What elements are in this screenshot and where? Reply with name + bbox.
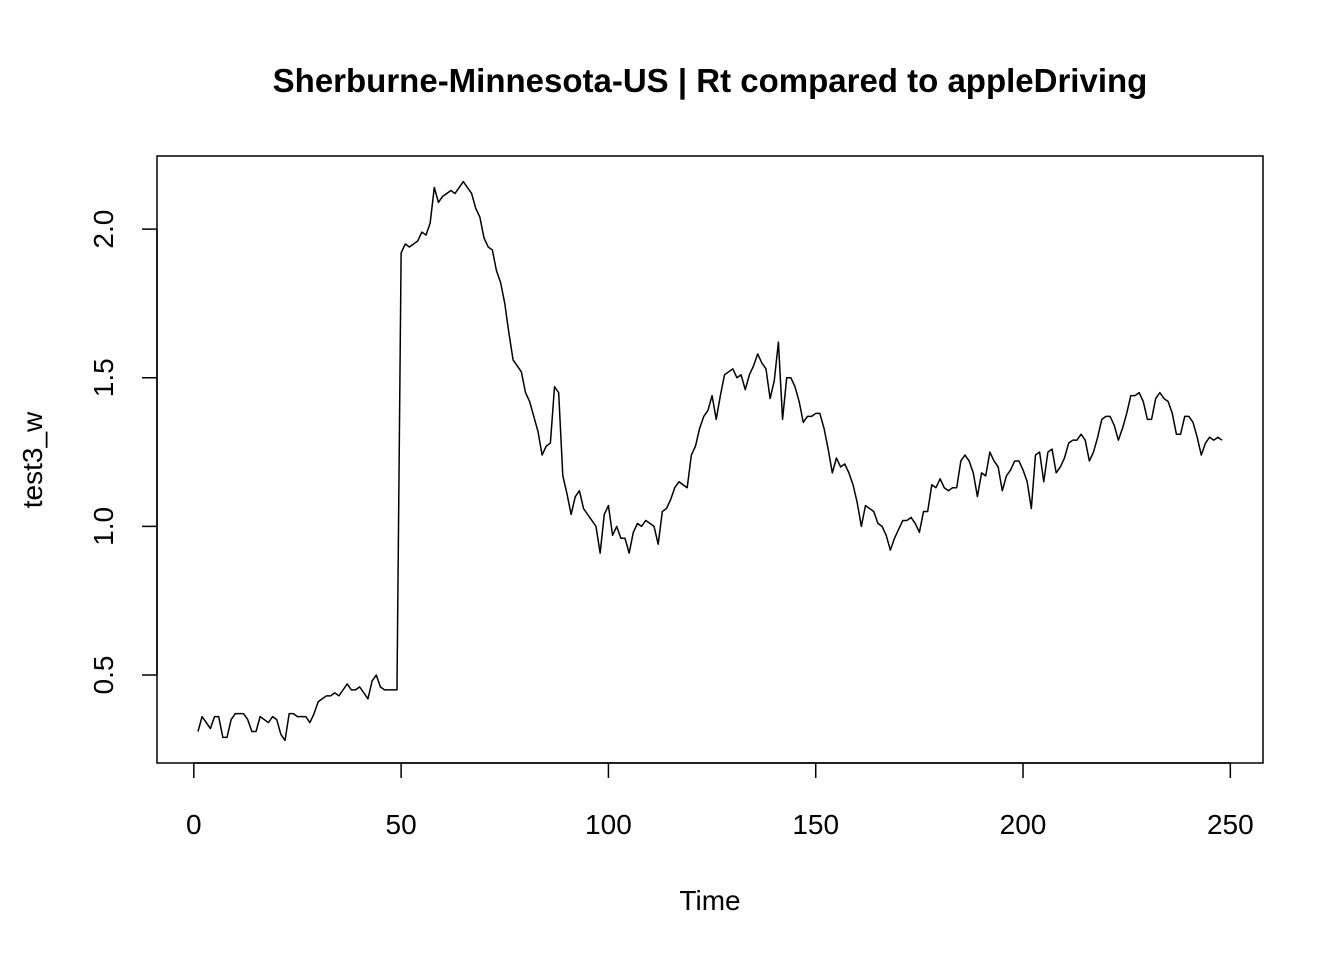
y-tick-label: 1.0: [88, 507, 119, 546]
data-line: [197, 180, 1223, 742]
x-tick-label: 0: [186, 809, 202, 840]
plot-box: [156, 155, 1264, 764]
x-axis-label: Time: [679, 885, 740, 916]
y-tick-label: 2.0: [88, 210, 119, 249]
chart-title: Sherburne-Minnesota-US | Rt compared to …: [273, 62, 1148, 99]
y-tick-label: 0.5: [88, 656, 119, 695]
x-tick-label: 200: [1000, 809, 1047, 840]
x-tick-label: 50: [386, 809, 417, 840]
x-tick-label: 100: [585, 809, 632, 840]
x-tick-label: 150: [792, 809, 839, 840]
y-axis-label: test3_w: [17, 411, 48, 508]
y-tick-label: 1.5: [88, 358, 119, 397]
x-tick-label: 250: [1207, 809, 1254, 840]
